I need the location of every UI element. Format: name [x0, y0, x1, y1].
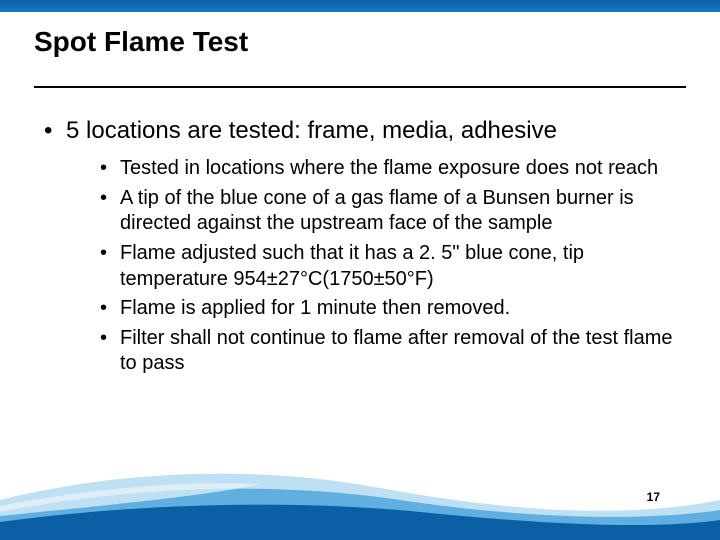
- bullet-text: A tip of the blue cone of a gas flame of…: [120, 187, 634, 235]
- list-item: Flame adjusted such that it has a 2. 5" …: [100, 241, 680, 292]
- list-item: Filter shall not continue to flame after…: [100, 326, 680, 377]
- title-top-bar: [0, 0, 720, 12]
- list-item: Tested in locations where the flame expo…: [100, 156, 680, 182]
- bullet-list-level2: Tested in locations where the flame expo…: [66, 156, 680, 377]
- slide-title: Spot Flame Test: [34, 26, 248, 58]
- bullet-list-level1: 5 locations are tested: frame, media, ad…: [34, 115, 680, 377]
- slide: Spot Flame Test 5 locations are tested: …: [0, 0, 720, 540]
- bullet-text: 5 locations are tested: frame, media, ad…: [66, 117, 557, 144]
- title-underline: [34, 86, 686, 88]
- footer-wave-graphic: [0, 460, 720, 540]
- bullet-text: Filter shall not continue to flame after…: [120, 327, 672, 375]
- bullet-text: Tested in locations where the flame expo…: [120, 157, 658, 179]
- list-item: 5 locations are tested: frame, media, ad…: [44, 115, 680, 377]
- bullet-text: Flame is applied for 1 minute then remov…: [120, 297, 510, 319]
- page-number: 17: [647, 490, 660, 504]
- bullet-text: Flame adjusted such that it has a 2. 5" …: [120, 242, 584, 290]
- slide-content: 5 locations are tested: frame, media, ad…: [34, 115, 680, 387]
- list-item: Flame is applied for 1 minute then remov…: [100, 296, 680, 322]
- list-item: A tip of the blue cone of a gas flame of…: [100, 186, 680, 237]
